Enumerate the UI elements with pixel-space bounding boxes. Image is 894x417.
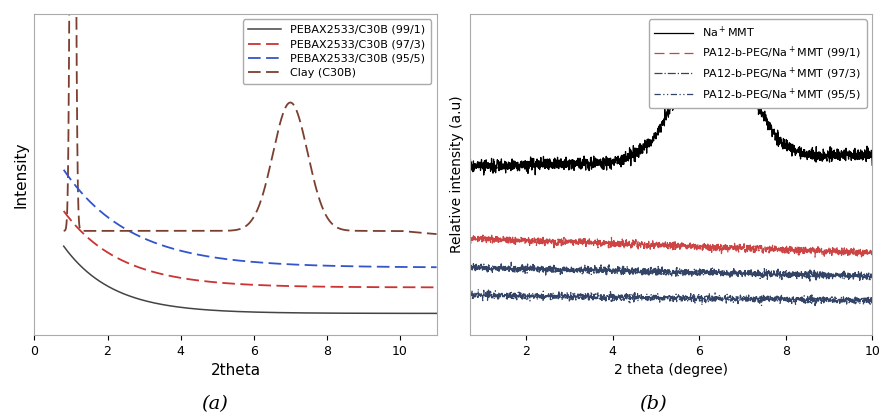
X-axis label: 2 theta (degree): 2 theta (degree) (614, 363, 728, 377)
Text: (a): (a) (201, 395, 228, 413)
Text: (b): (b) (638, 395, 667, 413)
X-axis label: 2theta: 2theta (210, 363, 260, 378)
Legend: Na$^+$MMT, PA12-b-PEG/Na$^+$MMT (99/1), PA12-b-PEG/Na$^+$MMT (97/3), PA12-b-PEG/: Na$^+$MMT, PA12-b-PEG/Na$^+$MMT (99/1), … (649, 20, 866, 108)
Legend: PEBAX2533/C30B (99/1), PEBAX2533/C30B (97/3), PEBAX2533/C30B (95/5), Clay (C30B): PEBAX2533/C30B (99/1), PEBAX2533/C30B (9… (242, 20, 431, 84)
Y-axis label: Relative intensity (a.u): Relative intensity (a.u) (451, 95, 465, 253)
Y-axis label: Intensity: Intensity (14, 141, 29, 208)
